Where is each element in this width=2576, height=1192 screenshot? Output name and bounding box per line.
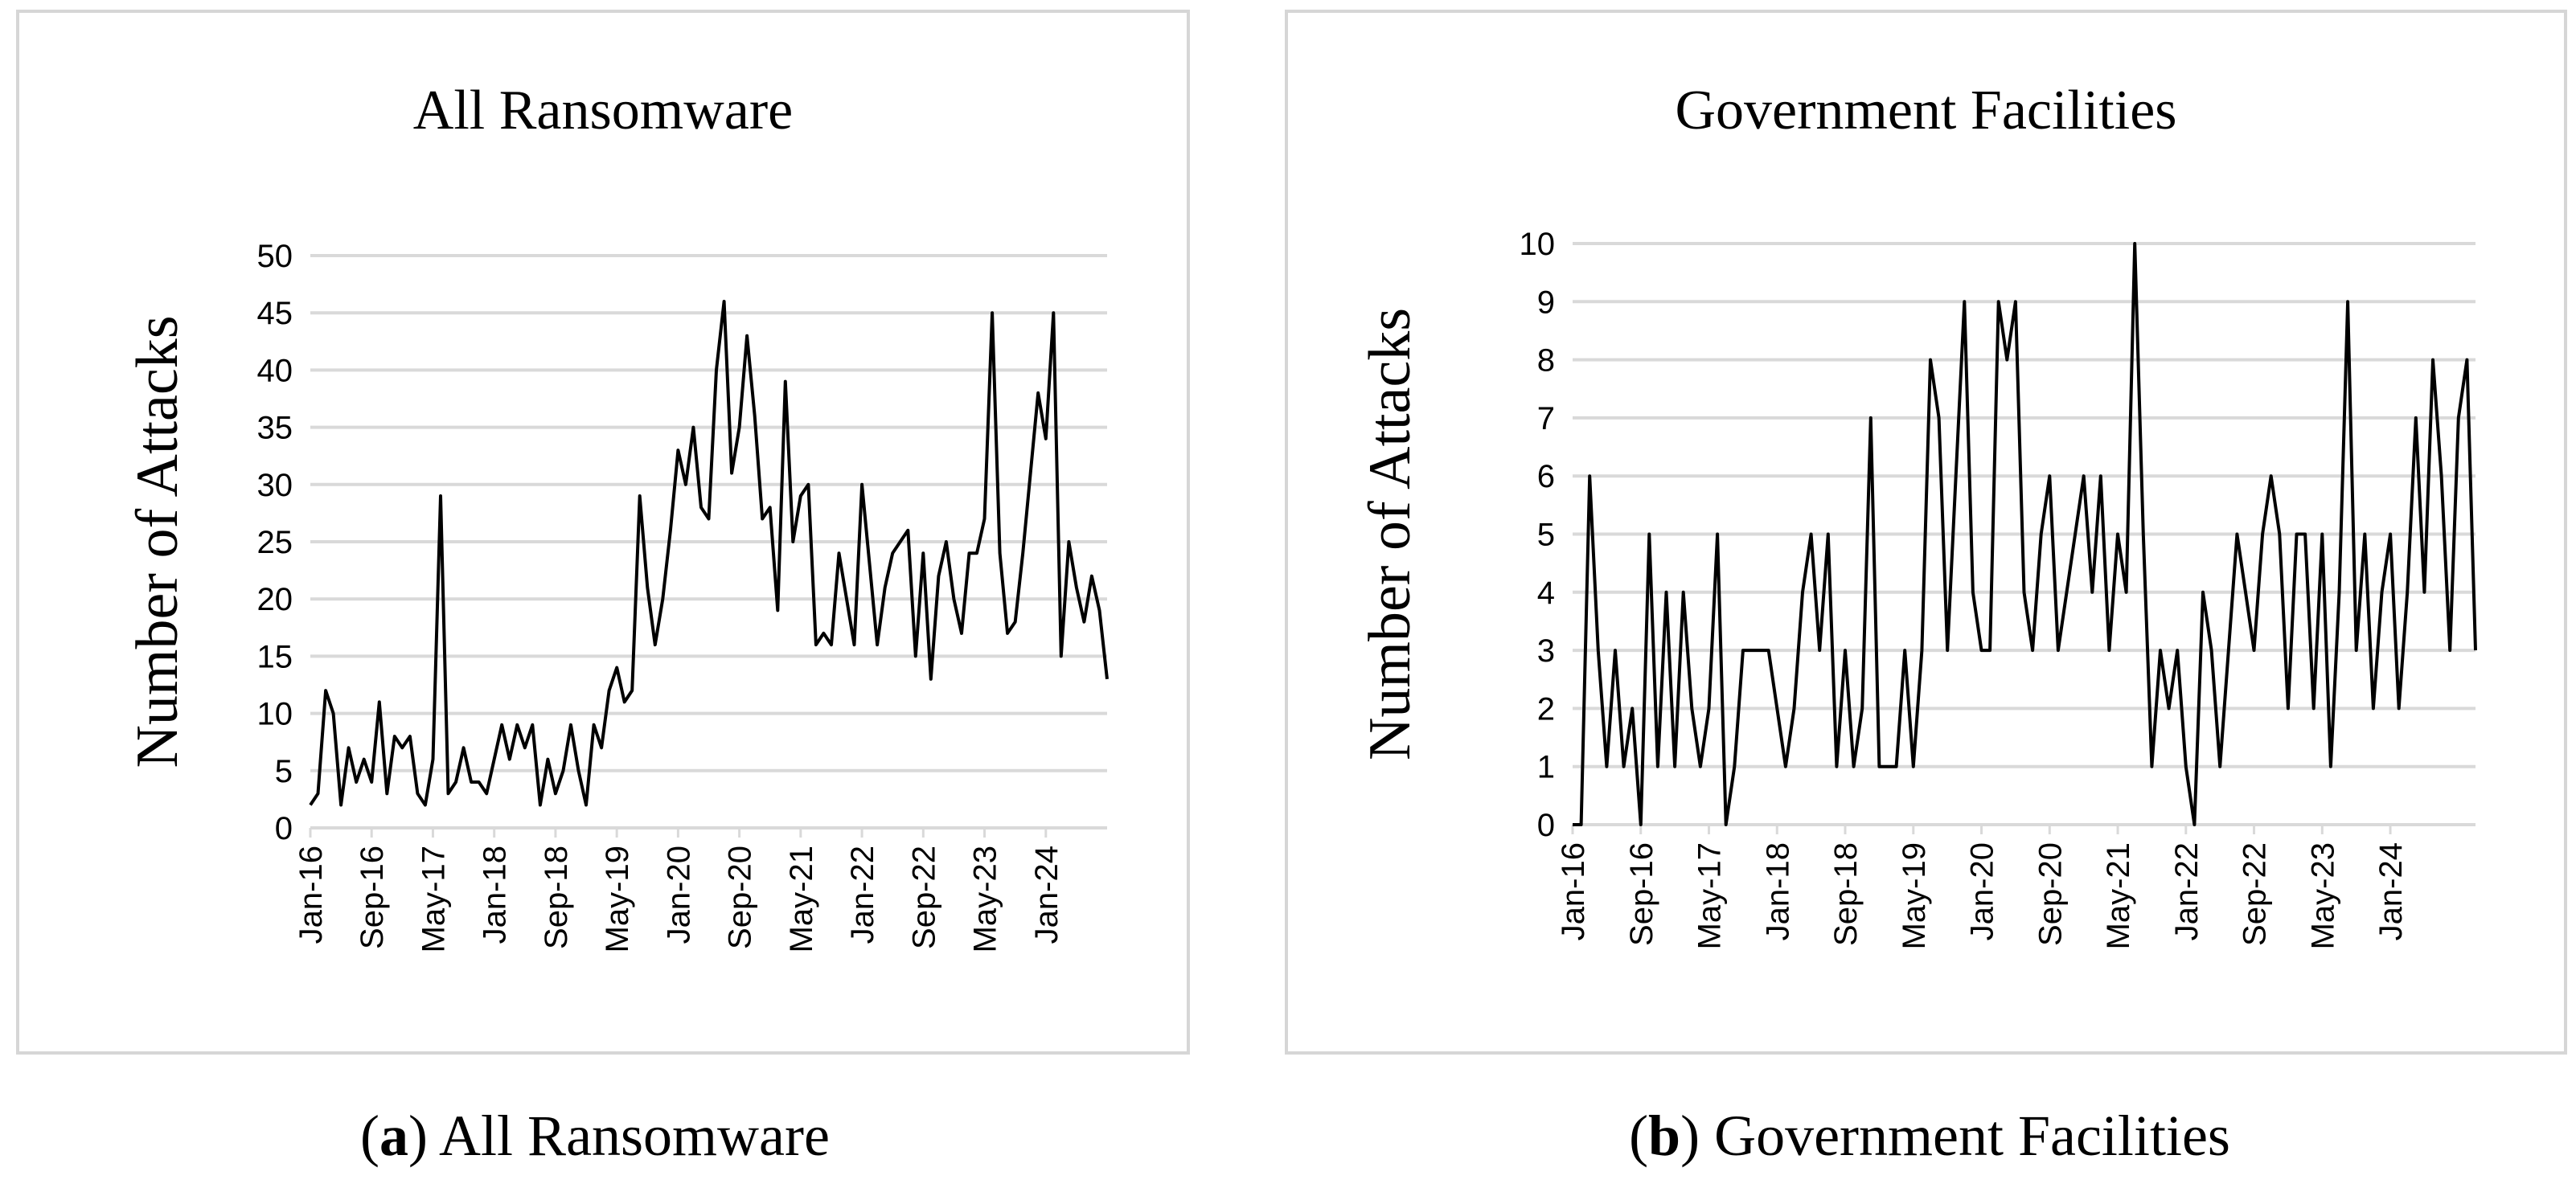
x-tick-label: Sep-18 [1828,842,1864,946]
x-tick-label: Sep-16 [1624,842,1659,946]
x-tick-label: Jan-16 [293,846,329,944]
y-axis-label: Number of Attacks [1357,308,1423,760]
y-tick-label: 1 [1537,750,1555,785]
x-tick-label: Jan-20 [1965,842,2000,940]
chart-title: Government Facilities [1675,80,2177,141]
x-tick-label: May-17 [1692,842,1728,949]
y-tick-label: 0 [275,811,293,846]
chart-panel-government-facilities: Government Facilities 0 1 2 3 4 5 6 7 8 9 10 Jan-16… [1285,10,2567,1055]
x-tick-label: May-23 [2305,842,2340,949]
y-tick-label: 25 [257,525,293,560]
x-tick-label: May-19 [1897,842,1932,949]
y-tick-label: 2 [1537,691,1555,727]
x-tick-label: May-19 [600,846,635,952]
x-tick-label: Sep-20 [2032,842,2068,946]
y-tick-label: 45 [257,296,293,331]
y-tick-label: 3 [1537,633,1555,669]
x-tick-label: Jan-24 [1029,846,1064,944]
y-tick-label: 0 [1537,808,1555,843]
x-tick-label: May-17 [416,846,451,952]
series-line [309,300,1109,807]
y-tick-label: 5 [275,754,293,789]
caption-letter: a [379,1104,409,1168]
caption-text: All Ransomware [428,1104,830,1168]
y-tick-label: 9 [1537,285,1555,320]
x-tick-label: Sep-16 [355,846,390,949]
y-tick-label: 35 [257,411,293,446]
y-tick-label: 10 [1520,227,1556,262]
y-tick-label: 4 [1537,576,1555,611]
x-tick-label: Jan-22 [845,846,880,944]
x-tick-label: Sep-18 [539,846,574,949]
y-tick-label: 8 [1537,343,1555,379]
line-chart-all-ransomware: 0 5 10 15 20 25 30 35 40 45 50 Jan-16 Sep-16 May-17 Ja… [125,239,1109,952]
x-tick-label: Jan-16 [1556,842,1591,940]
x-tick-label: Sep-22 [2238,842,2273,946]
y-tick-label: 10 [257,697,293,732]
x-tick-label: Jan-24 [2373,842,2409,940]
caption-a: (a) All Ransomware [360,1104,830,1168]
caption-text: Government Facilities [1700,1104,2230,1168]
caption-b: (b) Government Facilities [1629,1104,2230,1168]
y-tick-label: 7 [1537,401,1555,436]
y-tick-label: 50 [257,239,293,274]
x-tick-label: Jan-18 [1760,842,1795,940]
line-chart-government-facilities: 0 1 2 3 4 5 6 7 8 9 10 Jan-16 Sep-16 May-17 Jan-18 Sep-… [1357,227,2477,949]
x-tick-label: Jan-18 [478,846,513,944]
x-tick-label: Sep-22 [906,846,941,949]
y-tick-label: 20 [257,582,293,617]
caption-letter: b [1648,1104,1681,1168]
x-tick-label: Jan-20 [661,846,696,944]
x-tick-label: May-23 [968,846,1003,952]
y-tick-label: 15 [257,639,293,674]
y-tick-label: 40 [257,353,293,388]
y-tick-label: 5 [1537,518,1555,553]
x-tick-label: May-21 [2101,842,2136,949]
chart-title: All Ransomware [412,80,794,141]
x-tick-label: Jan-22 [2169,842,2205,940]
y-tick-label: 6 [1537,459,1555,494]
chart-panel-all-ransomware: All Ransomware 0 5 10 15 20 25 30 35 40 45 50 Jan-1… [16,10,1190,1055]
y-tick-label: 30 [257,468,293,503]
y-axis-label: Number of Attacks [125,315,191,768]
x-tick-label: Sep-20 [723,846,758,949]
x-tick-label: May-21 [784,846,819,952]
